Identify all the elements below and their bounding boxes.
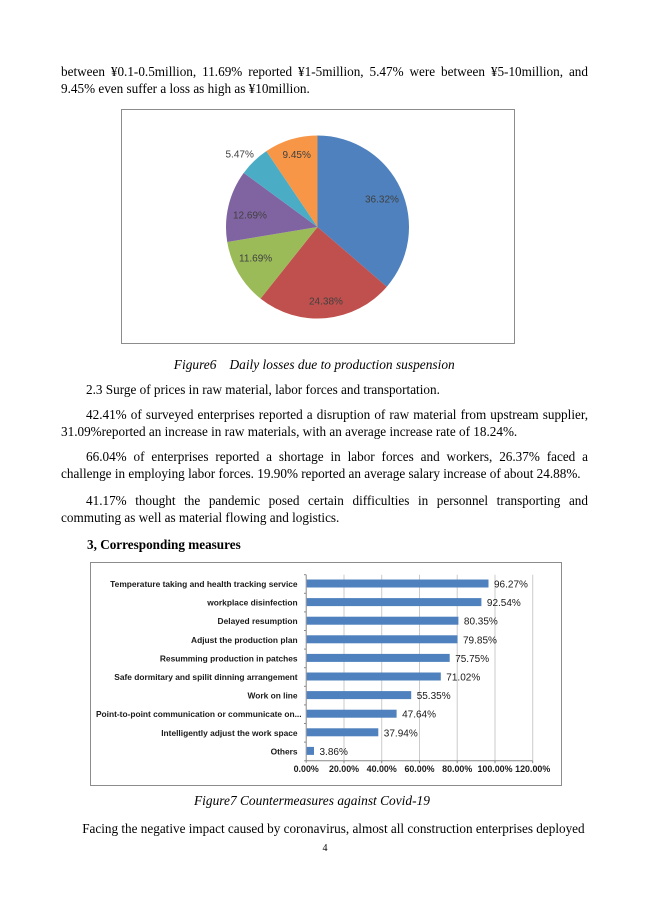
svg-text:92.54%: 92.54% bbox=[487, 598, 521, 609]
svg-text:0.00%: 0.00% bbox=[294, 764, 319, 774]
svg-text:37.94%: 37.94% bbox=[384, 728, 418, 739]
svg-text:Others: Others bbox=[271, 746, 298, 756]
svg-text:20.00%: 20.00% bbox=[329, 764, 359, 774]
svg-text:71.02%: 71.02% bbox=[446, 673, 480, 684]
svg-text:40.00%: 40.00% bbox=[367, 764, 397, 774]
svg-text:12.69%: 12.69% bbox=[233, 210, 267, 221]
svg-text:5.47%: 5.47% bbox=[226, 149, 254, 160]
svg-text:Intelligently adjust the work: Intelligently adjust the work space bbox=[161, 728, 298, 738]
svg-text:75.75%: 75.75% bbox=[455, 654, 489, 665]
svg-text:100.00%: 100.00% bbox=[477, 764, 512, 774]
svg-text:Safe dormitary and spilit dinn: Safe dormitary and spilit dinning arrang… bbox=[114, 672, 298, 682]
svg-text:79.85%: 79.85% bbox=[463, 635, 497, 646]
svg-text:60.00%: 60.00% bbox=[404, 764, 434, 774]
svg-text:36.32%: 36.32% bbox=[365, 194, 399, 205]
svg-text:120.00%: 120.00% bbox=[515, 764, 550, 774]
svg-text:Resumming production in patche: Resumming production in patches bbox=[160, 653, 298, 663]
svg-text:Point-to-point communication o: Point-to-point communication or communic… bbox=[96, 709, 302, 719]
svg-text:Work on line: Work on line bbox=[247, 691, 297, 701]
svg-text:80.00%: 80.00% bbox=[442, 764, 472, 774]
svg-text:3.86%: 3.86% bbox=[320, 747, 348, 758]
svg-text:Temperature taking and health: Temperature taking and health tracking s… bbox=[110, 579, 298, 589]
svg-text:workplace disinfection: workplace disinfection bbox=[206, 598, 297, 608]
svg-text:55.35%: 55.35% bbox=[417, 691, 451, 702]
svg-text:47.64%: 47.64% bbox=[402, 710, 436, 721]
svg-text:Delayed resumption: Delayed resumption bbox=[218, 616, 298, 626]
svg-text:Adjust the production plan: Adjust the production plan bbox=[191, 635, 298, 645]
svg-text:11.69%: 11.69% bbox=[239, 253, 272, 264]
svg-text:24.38%: 24.38% bbox=[309, 296, 343, 307]
svg-text:80.35%: 80.35% bbox=[464, 617, 498, 628]
svg-text:9.45%: 9.45% bbox=[283, 150, 311, 161]
svg-text:96.27%: 96.27% bbox=[494, 580, 528, 591]
